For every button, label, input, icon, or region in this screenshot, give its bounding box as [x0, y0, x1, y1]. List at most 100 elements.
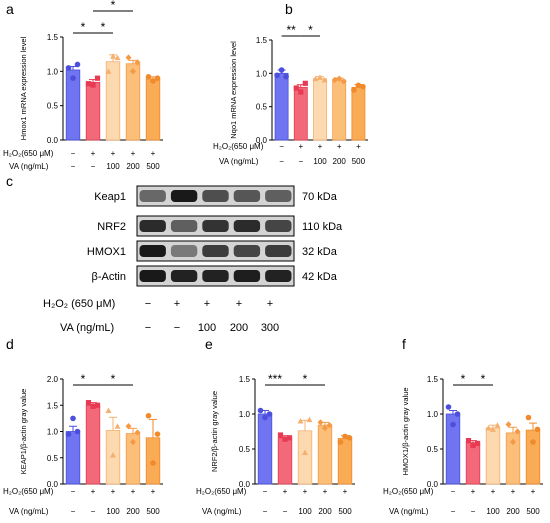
dose-value: − — [71, 162, 76, 171]
data-point — [74, 428, 81, 435]
y-tick-label: 1.0 — [239, 410, 251, 419]
data-point — [105, 68, 112, 74]
data-point — [534, 426, 541, 433]
data-point — [321, 77, 328, 83]
y-tick-label: 1.0 — [47, 428, 59, 437]
y-axis-label: Nqo1 mRNA expression level — [229, 41, 238, 139]
data-point — [302, 449, 308, 455]
dose-value: 100 — [106, 162, 120, 171]
data-point — [342, 433, 348, 440]
data-point — [317, 419, 324, 426]
condition-sign: + — [151, 487, 156, 496]
panel-letter: b — [285, 1, 293, 17]
condition-label: H₂O₂(650 μM) — [383, 487, 434, 496]
blot-band — [170, 190, 198, 202]
data-point — [277, 432, 284, 438]
dose-label: VA (ng/mL) — [9, 162, 49, 171]
condition-sign: + — [131, 487, 136, 496]
data-point — [337, 439, 344, 445]
data-point — [74, 61, 81, 68]
y-tick-label: 0.5 — [427, 445, 439, 454]
data-point — [150, 78, 156, 84]
data-point — [130, 68, 136, 75]
data-point — [70, 415, 76, 422]
condition-sign: − — [145, 298, 151, 310]
y-tick-label: 0.0 — [239, 480, 251, 489]
bar — [145, 78, 161, 141]
bar — [313, 78, 327, 141]
data-point — [90, 82, 96, 88]
y-tick-label: 0.5 — [239, 445, 251, 454]
data-point — [145, 412, 152, 419]
data-point — [134, 429, 141, 436]
data-point — [65, 431, 72, 437]
condition-sign: + — [298, 142, 303, 151]
y-tick-label: 1.5 — [47, 33, 59, 42]
bar — [293, 86, 308, 141]
data-point — [257, 407, 264, 414]
condition-sign: + — [283, 487, 288, 496]
condition-sign: + — [204, 298, 210, 310]
blot-band — [139, 245, 166, 257]
y-tick-label: 1.5 — [239, 375, 251, 384]
blot-band — [233, 190, 261, 202]
data-point — [274, 72, 280, 79]
condition-sign: + — [491, 487, 496, 496]
dose-label: VA (ng/mL) — [202, 507, 242, 516]
condition-sign: + — [131, 149, 136, 158]
condition-sign: + — [91, 149, 96, 158]
bar — [337, 438, 353, 485]
data-point — [525, 414, 532, 421]
condition-sign: + — [267, 298, 273, 310]
kda-label: 32 kDa — [302, 246, 338, 258]
condition-sign: − — [71, 487, 76, 496]
bar — [125, 63, 141, 141]
dose-value: 100 — [313, 157, 327, 166]
data-point — [114, 54, 121, 61]
data-point — [283, 73, 289, 80]
data-point — [266, 411, 273, 417]
y-axis-label: HMOX1/β-actin gray value — [401, 387, 410, 475]
condition-sign: + — [318, 142, 323, 151]
condition-sign: + — [111, 149, 116, 158]
dose-value: − — [174, 322, 180, 334]
data-point — [130, 438, 136, 446]
dose-value: 200 — [126, 507, 140, 516]
y-axis-label: Hmox1 mRNA expression level — [19, 36, 28, 140]
y-tick-label: 1.0 — [256, 69, 268, 78]
data-point — [293, 85, 299, 91]
bar — [274, 72, 289, 141]
data-point — [125, 54, 132, 61]
panel-f: f 0.0 0.5 1.0 1.5 HMOX1/β-actin gray value * * H… — [383, 336, 543, 516]
dose-value: 200 — [318, 507, 332, 516]
bar — [485, 427, 501, 485]
data-point — [530, 439, 536, 445]
bar — [525, 429, 541, 485]
data-point — [510, 438, 516, 446]
y-tick-label: 1.0 — [427, 410, 439, 419]
dose-value: − — [451, 507, 456, 516]
dose-value: 200 — [506, 507, 520, 516]
bar — [85, 404, 101, 485]
data-point — [470, 442, 476, 449]
kda-label: 110 kDa — [302, 221, 343, 233]
data-point — [450, 421, 456, 428]
dose-label: VA (ng/mL) — [389, 507, 429, 516]
condition-sign: + — [343, 487, 348, 496]
condition-sign: − — [279, 142, 284, 151]
y-tick-label: 0.0 — [47, 480, 59, 489]
dose-value: − — [283, 507, 288, 516]
data-point — [490, 426, 496, 432]
y-tick-label: 0.5 — [47, 102, 59, 111]
data-point — [355, 82, 362, 89]
data-point — [85, 400, 92, 406]
data-point — [336, 75, 343, 82]
data-point — [485, 425, 492, 431]
data-point — [150, 460, 156, 466]
data-point — [505, 421, 512, 428]
condition-sign: + — [337, 142, 342, 151]
dose-value: 500 — [146, 507, 160, 516]
dose-value: − — [279, 157, 284, 166]
protein-label: HMOX1 — [87, 246, 126, 258]
